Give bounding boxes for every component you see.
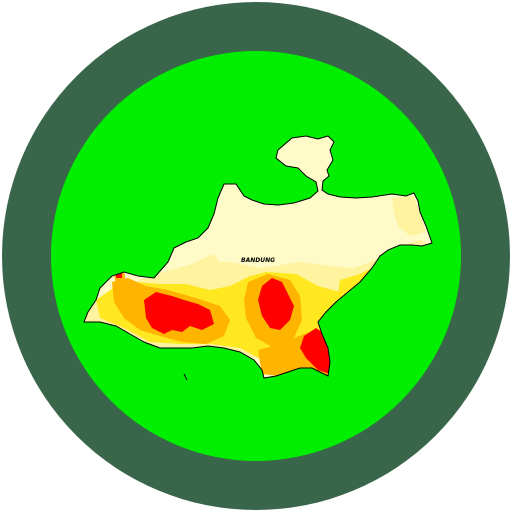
zone-light-ne [392,196,426,236]
island-mark [183,373,188,381]
zone-red-west [144,292,214,334]
zone-yellow-east [338,268,372,294]
city-label-bandung: BANDUNG [241,257,275,264]
zone-red-center [258,278,294,330]
zone-light-center [196,254,222,278]
region-outline [83,135,433,379]
zone-red-south [300,328,330,374]
